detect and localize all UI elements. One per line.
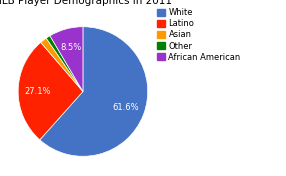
Text: 8.5%: 8.5% (60, 43, 82, 52)
Wedge shape (46, 36, 83, 92)
Text: 27.1%: 27.1% (24, 87, 51, 96)
Wedge shape (41, 38, 83, 92)
Text: 61.6%: 61.6% (112, 103, 139, 112)
Wedge shape (50, 27, 83, 92)
Title: MLB Player Demographics in 2011: MLB Player Demographics in 2011 (0, 0, 172, 6)
Wedge shape (40, 27, 148, 156)
Legend: White, Latino, Asian, Other, African American: White, Latino, Asian, Other, African Ame… (155, 7, 242, 63)
Wedge shape (18, 42, 83, 140)
